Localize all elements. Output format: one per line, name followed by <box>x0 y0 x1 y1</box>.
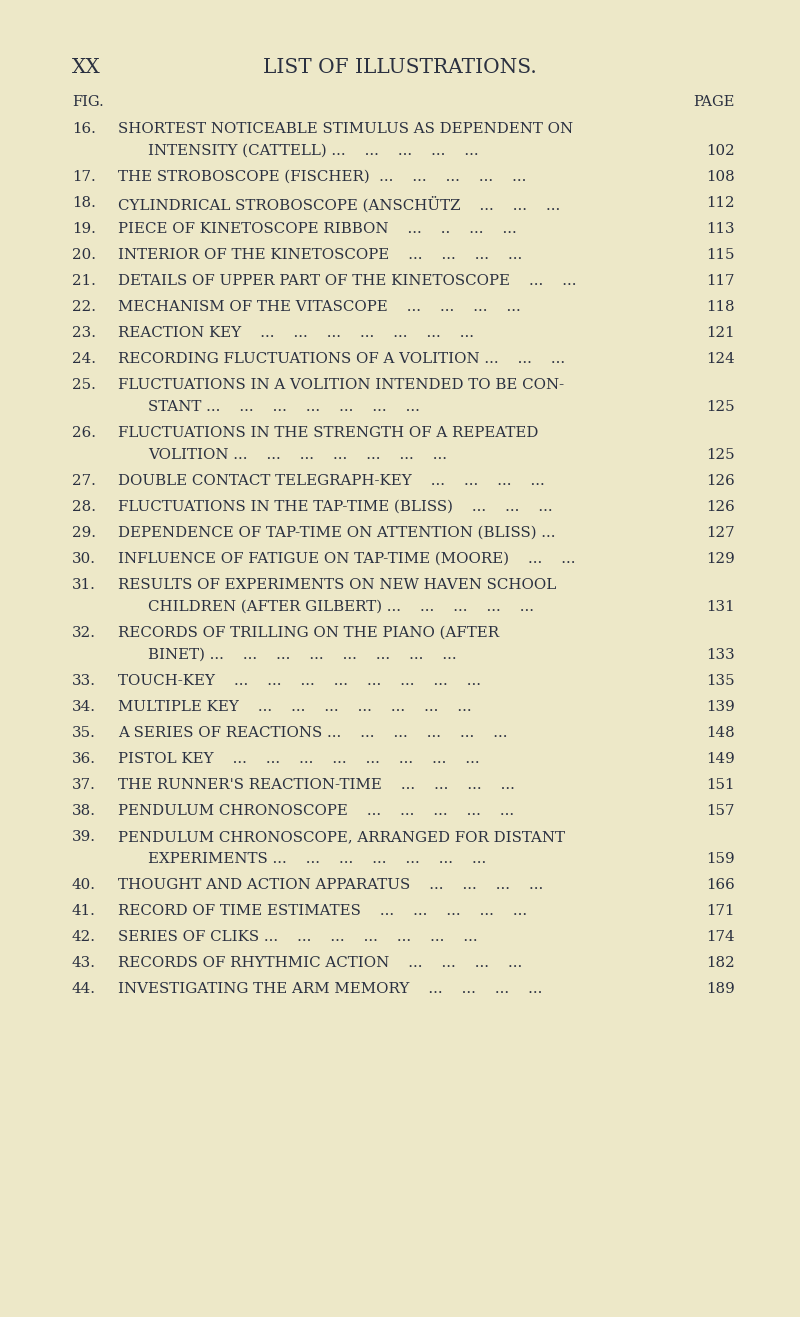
Text: 131: 131 <box>706 601 735 614</box>
Text: 108: 108 <box>706 170 735 184</box>
Text: 43.: 43. <box>72 956 96 971</box>
Text: 39.: 39. <box>72 830 96 844</box>
Text: 42.: 42. <box>72 930 96 944</box>
Text: 182: 182 <box>706 956 735 971</box>
Text: 41.: 41. <box>72 903 96 918</box>
Text: MULTIPLE KEY    ...    ...    ...    ...    ...    ...    ...: MULTIPLE KEY ... ... ... ... ... ... ... <box>118 701 472 714</box>
Text: 112: 112 <box>706 196 735 209</box>
Text: DETAILS OF UPPER PART OF THE KINETOSCOPE    ...    ...: DETAILS OF UPPER PART OF THE KINETOSCOPE… <box>118 274 577 288</box>
Text: 25.: 25. <box>72 378 96 392</box>
Text: RECORDS OF RHYTHMIC ACTION    ...    ...    ...    ...: RECORDS OF RHYTHMIC ACTION ... ... ... .… <box>118 956 522 971</box>
Text: XX: XX <box>72 58 101 76</box>
Text: 29.: 29. <box>72 525 96 540</box>
Text: 135: 135 <box>706 674 735 687</box>
Text: 139: 139 <box>706 701 735 714</box>
Text: 149: 149 <box>706 752 735 766</box>
Text: FLUCTUATIONS IN THE STRENGTH OF A REPEATED: FLUCTUATIONS IN THE STRENGTH OF A REPEAT… <box>118 425 538 440</box>
Text: 27.: 27. <box>72 474 96 489</box>
Text: PIECE OF KINETOSCOPE RIBBON    ...    ..    ...    ...: PIECE OF KINETOSCOPE RIBBON ... .. ... .… <box>118 223 517 236</box>
Text: 36.: 36. <box>72 752 96 766</box>
Text: TOUCH-KEY    ...    ...    ...    ...    ...    ...    ...    ...: TOUCH-KEY ... ... ... ... ... ... ... ..… <box>118 674 481 687</box>
Text: 28.: 28. <box>72 500 96 514</box>
Text: SHORTEST NOTICEABLE STIMULUS AS DEPENDENT ON: SHORTEST NOTICEABLE STIMULUS AS DEPENDEN… <box>118 122 573 136</box>
Text: 33.: 33. <box>72 674 96 687</box>
Text: BINET) ...    ...    ...    ...    ...    ...    ...    ...: BINET) ... ... ... ... ... ... ... ... <box>148 648 457 662</box>
Text: DOUBLE CONTACT TELEGRAPH-KEY    ...    ...    ...    ...: DOUBLE CONTACT TELEGRAPH-KEY ... ... ...… <box>118 474 545 489</box>
Text: 174: 174 <box>706 930 735 944</box>
Text: FLUCTUATIONS IN A VOLITION INTENDED TO BE CON-: FLUCTUATIONS IN A VOLITION INTENDED TO B… <box>118 378 564 392</box>
Text: 30.: 30. <box>72 552 96 566</box>
Text: 23.: 23. <box>72 327 96 340</box>
Text: MECHANISM OF THE VITASCOPE    ...    ...    ...    ...: MECHANISM OF THE VITASCOPE ... ... ... .… <box>118 300 521 313</box>
Text: 115: 115 <box>706 248 735 262</box>
Text: 102: 102 <box>706 144 735 158</box>
Text: LIST OF ILLUSTRATIONS.: LIST OF ILLUSTRATIONS. <box>263 58 537 76</box>
Text: 40.: 40. <box>72 878 96 892</box>
Text: 125: 125 <box>706 400 735 414</box>
Text: FIG.: FIG. <box>72 95 104 109</box>
Text: EXPERIMENTS ...    ...    ...    ...    ...    ...    ...: EXPERIMENTS ... ... ... ... ... ... ... <box>148 852 486 867</box>
Text: STANT ...    ...    ...    ...    ...    ...    ...: STANT ... ... ... ... ... ... ... <box>148 400 420 414</box>
Text: 31.: 31. <box>72 578 96 593</box>
Text: 20.: 20. <box>72 248 96 262</box>
Text: PENDULUM CHRONOSCOPE, ARRANGED FOR DISTANT: PENDULUM CHRONOSCOPE, ARRANGED FOR DISTA… <box>118 830 565 844</box>
Text: 189: 189 <box>706 982 735 996</box>
Text: 159: 159 <box>706 852 735 867</box>
Text: 21.: 21. <box>72 274 96 288</box>
Text: INFLUENCE OF FATIGUE ON TAP-TIME (MOORE)    ...    ...: INFLUENCE OF FATIGUE ON TAP-TIME (MOORE)… <box>118 552 575 566</box>
Text: CHILDREN (AFTER GILBERT) ...    ...    ...    ...    ...: CHILDREN (AFTER GILBERT) ... ... ... ...… <box>148 601 534 614</box>
Text: THE RUNNER'S REACTION-TIME    ...    ...    ...    ...: THE RUNNER'S REACTION-TIME ... ... ... .… <box>118 778 515 792</box>
Text: 44.: 44. <box>72 982 96 996</box>
Text: 125: 125 <box>706 448 735 462</box>
Text: 117: 117 <box>706 274 735 288</box>
Text: 113: 113 <box>706 223 735 236</box>
Text: 126: 126 <box>706 500 735 514</box>
Text: 166: 166 <box>706 878 735 892</box>
Text: 171: 171 <box>706 903 735 918</box>
Text: PENDULUM CHRONOSCOPE    ...    ...    ...    ...    ...: PENDULUM CHRONOSCOPE ... ... ... ... ... <box>118 803 514 818</box>
Text: 118: 118 <box>706 300 735 313</box>
Text: 124: 124 <box>706 352 735 366</box>
Text: 22.: 22. <box>72 300 96 313</box>
Text: 16.: 16. <box>72 122 96 136</box>
Text: INTENSITY (CATTELL) ...    ...    ...    ...    ...: INTENSITY (CATTELL) ... ... ... ... ... <box>148 144 478 158</box>
Text: 38.: 38. <box>72 803 96 818</box>
Text: VOLITION ...    ...    ...    ...    ...    ...    ...: VOLITION ... ... ... ... ... ... ... <box>148 448 447 462</box>
Text: 26.: 26. <box>72 425 96 440</box>
Text: SERIES OF CLIKS ...    ...    ...    ...    ...    ...    ...: SERIES OF CLIKS ... ... ... ... ... ... … <box>118 930 478 944</box>
Text: THOUGHT AND ACTION APPARATUS    ...    ...    ...    ...: THOUGHT AND ACTION APPARATUS ... ... ...… <box>118 878 543 892</box>
Text: 148: 148 <box>706 726 735 740</box>
Text: 34.: 34. <box>72 701 96 714</box>
Text: PISTOL KEY    ...    ...    ...    ...    ...    ...    ...    ...: PISTOL KEY ... ... ... ... ... ... ... .… <box>118 752 480 766</box>
Text: INTERIOR OF THE KINETOSCOPE    ...    ...    ...    ...: INTERIOR OF THE KINETOSCOPE ... ... ... … <box>118 248 522 262</box>
Text: FLUCTUATIONS IN THE TAP-TIME (BLISS)    ...    ...    ...: FLUCTUATIONS IN THE TAP-TIME (BLISS) ...… <box>118 500 553 514</box>
Text: 35.: 35. <box>72 726 96 740</box>
Text: 121: 121 <box>706 327 735 340</box>
Text: 157: 157 <box>706 803 735 818</box>
Text: 133: 133 <box>706 648 735 662</box>
Text: RECORDING FLUCTUATIONS OF A VOLITION ...    ...    ...: RECORDING FLUCTUATIONS OF A VOLITION ...… <box>118 352 565 366</box>
Text: 127: 127 <box>706 525 735 540</box>
Text: RECORDS OF TRILLING ON THE PIANO (AFTER: RECORDS OF TRILLING ON THE PIANO (AFTER <box>118 626 499 640</box>
Text: INVESTIGATING THE ARM MEMORY    ...    ...    ...    ...: INVESTIGATING THE ARM MEMORY ... ... ...… <box>118 982 542 996</box>
Text: 37.: 37. <box>72 778 96 792</box>
Text: THE STROBOSCOPE (FISCHER)  ...    ...    ...    ...    ...: THE STROBOSCOPE (FISCHER) ... ... ... ..… <box>118 170 526 184</box>
Text: RECORD OF TIME ESTIMATES    ...    ...    ...    ...    ...: RECORD OF TIME ESTIMATES ... ... ... ...… <box>118 903 527 918</box>
Text: 17.: 17. <box>72 170 96 184</box>
Text: 18.: 18. <box>72 196 96 209</box>
Text: 126: 126 <box>706 474 735 489</box>
Text: PAGE: PAGE <box>694 95 735 109</box>
Text: 19.: 19. <box>72 223 96 236</box>
Text: 24.: 24. <box>72 352 96 366</box>
Text: A SERIES OF REACTIONS ...    ...    ...    ...    ...    ...: A SERIES OF REACTIONS ... ... ... ... ..… <box>118 726 507 740</box>
Text: CYLINDRICAL STROBOSCOPE (ANSCHÜTZ    ...    ...    ...: CYLINDRICAL STROBOSCOPE (ANSCHÜTZ ... ..… <box>118 196 560 212</box>
Text: 151: 151 <box>706 778 735 792</box>
Text: 32.: 32. <box>72 626 96 640</box>
Text: RESULTS OF EXPERIMENTS ON NEW HAVEN SCHOOL: RESULTS OF EXPERIMENTS ON NEW HAVEN SCHO… <box>118 578 556 593</box>
Text: REACTION KEY    ...    ...    ...    ...    ...    ...    ...: REACTION KEY ... ... ... ... ... ... ... <box>118 327 474 340</box>
Text: 129: 129 <box>706 552 735 566</box>
Text: DEPENDENCE OF TAP-TIME ON ATTENTION (BLISS) ...: DEPENDENCE OF TAP-TIME ON ATTENTION (BLI… <box>118 525 555 540</box>
